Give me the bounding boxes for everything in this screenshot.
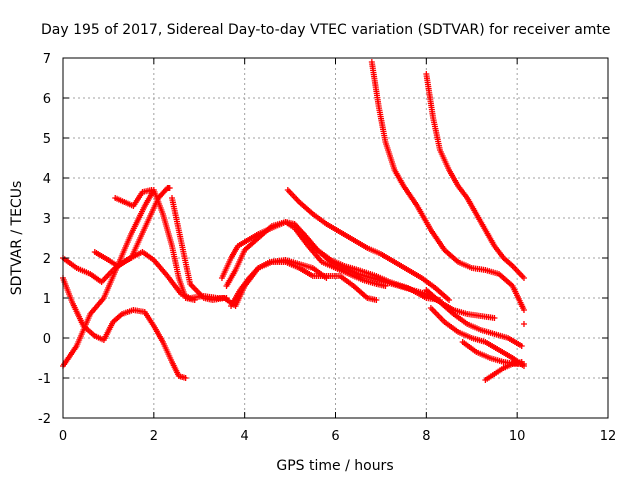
- data-point: [166, 185, 173, 191]
- x-tick-label: 6: [331, 429, 339, 444]
- data-point: [446, 297, 453, 303]
- x-tick-label: 2: [150, 429, 158, 444]
- series-arc-l: [368, 59, 527, 313]
- data-point: [520, 321, 527, 327]
- x-tick-label: 0: [59, 429, 67, 444]
- data-points: [60, 59, 527, 383]
- y-tick-label: 1: [43, 292, 51, 307]
- x-tick-label: 8: [422, 429, 430, 444]
- data-point: [182, 375, 189, 381]
- x-axis-label: GPS time / hours: [276, 458, 393, 474]
- y-tick-label: 0: [43, 332, 51, 347]
- series-arc-j: [284, 187, 453, 303]
- y-axis-ticks: -2 -1 0 1 2 3 4 5 6 7: [38, 52, 608, 427]
- series-arc-b: [60, 275, 189, 381]
- series-arc-n: [423, 287, 525, 349]
- y-tick-label: 3: [43, 212, 51, 227]
- y-tick-label: -1: [38, 372, 51, 387]
- series-arc-q: [482, 359, 525, 383]
- y-tick-label: 6: [43, 92, 51, 107]
- series-arc-a: [60, 249, 230, 301]
- data-point: [520, 275, 527, 281]
- data-point: [148, 187, 155, 193]
- y-tick-label: 7: [43, 52, 51, 67]
- data-point: [518, 343, 525, 349]
- y-axis-label: SDTVAR / TECUs: [9, 181, 25, 296]
- series-arc-f: [169, 195, 330, 309]
- y-tick-label: 5: [43, 132, 51, 147]
- series-arc-i: [228, 259, 380, 309]
- x-tick-label: 12: [600, 429, 617, 444]
- x-tick-label: 4: [241, 429, 249, 444]
- series-arc-d: [91, 185, 173, 269]
- y-tick-label: 4: [43, 172, 51, 187]
- y-tick-label: -2: [38, 412, 51, 427]
- chart-title: Day 195 of 2017, Sidereal Day-to-day VTE…: [41, 22, 611, 38]
- y-tick-label: 2: [43, 252, 51, 267]
- series-outlier: [520, 321, 527, 327]
- x-axis-ticks: 0 2 4 6 8 10 12: [59, 58, 616, 444]
- series-arc-c: [60, 187, 198, 369]
- data-point: [491, 315, 498, 321]
- series-arc-m: [423, 71, 527, 281]
- data-point: [373, 297, 380, 303]
- data-point: [518, 359, 525, 365]
- series-arc-e: [112, 187, 155, 209]
- data-point: [520, 307, 527, 313]
- x-tick-label: 10: [509, 429, 526, 444]
- data-point: [191, 297, 198, 303]
